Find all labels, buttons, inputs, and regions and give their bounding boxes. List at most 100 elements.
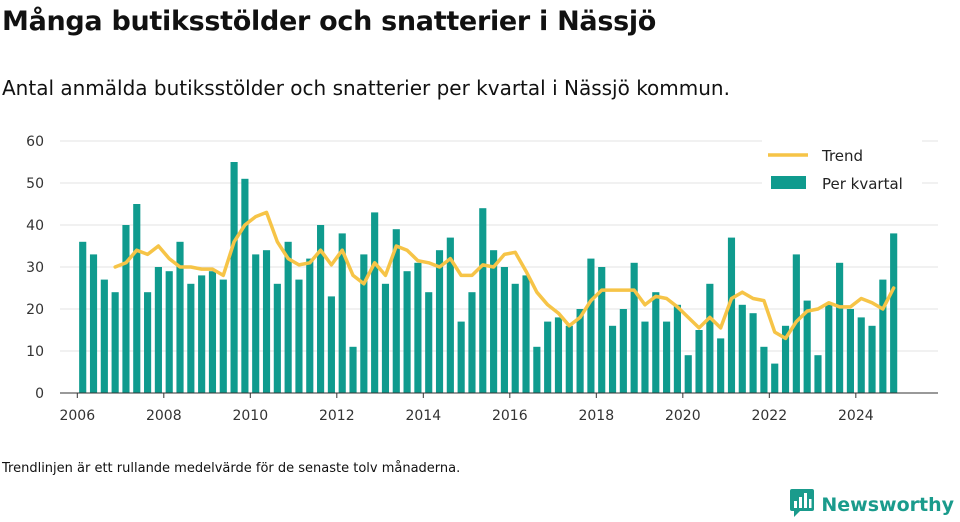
bar (262, 250, 271, 393)
bar (252, 254, 260, 393)
chart-subtitle: Antal anmälda butiksstölder och snatteri… (2, 76, 730, 100)
y-tick-label: 30 (26, 260, 44, 276)
bar (706, 283, 714, 393)
bar (608, 325, 617, 393)
bar (771, 363, 779, 393)
x-tick-label: 2020 (665, 408, 701, 424)
bar (836, 262, 844, 393)
bar (446, 237, 454, 393)
bar (392, 229, 400, 393)
bar (371, 212, 379, 393)
bar (187, 283, 195, 393)
y-axis-ticks: 0 10 20 30 40 50 60 (26, 134, 44, 402)
bar (317, 225, 325, 393)
y-tick-label: 20 (26, 302, 44, 318)
bar (879, 279, 887, 393)
bar (176, 241, 184, 393)
bar (338, 233, 346, 393)
bar (544, 321, 552, 393)
x-tick-label: 2016 (492, 408, 528, 424)
bar (846, 309, 854, 393)
bar (79, 241, 87, 393)
bar-series (79, 162, 898, 393)
newsworthy-logo-icon (789, 488, 815, 522)
bar (565, 325, 573, 393)
bar (457, 321, 465, 393)
bar (890, 233, 898, 393)
brand-logo[interactable]: Newsworthy (789, 488, 954, 522)
bar (554, 317, 563, 393)
x-tick-label: 2022 (751, 408, 787, 424)
bar (468, 292, 476, 393)
bar (273, 283, 281, 393)
y-tick-label: 0 (35, 386, 44, 402)
x-tick-label: 2024 (838, 408, 874, 424)
bar (738, 304, 746, 393)
bar (144, 292, 152, 393)
x-tick-label: 2008 (146, 408, 182, 424)
bar (522, 275, 530, 393)
bar (154, 267, 162, 393)
bar (89, 254, 98, 393)
bar (111, 292, 119, 393)
bar (219, 279, 227, 393)
bar (825, 304, 833, 393)
bar (208, 271, 217, 393)
bar (803, 300, 811, 393)
bar (230, 162, 238, 393)
bar (435, 250, 444, 393)
bar (641, 321, 649, 393)
legend-bar-swatch (771, 176, 806, 189)
x-tick-label: 2010 (232, 408, 268, 424)
bar (814, 355, 822, 393)
bar (284, 241, 292, 393)
bar (327, 296, 335, 393)
bar (381, 283, 390, 393)
y-tick-label: 50 (26, 176, 44, 192)
bar (349, 346, 357, 393)
bar (749, 313, 757, 393)
x-axis: 2006 2008 2010 2012 2014 2016 2018 2020 2022 2024 (59, 392, 938, 424)
bar (414, 262, 422, 393)
bar (122, 225, 130, 393)
bar (100, 279, 108, 393)
y-tick-label: 60 (26, 134, 44, 150)
bar (133, 204, 141, 393)
bar (500, 267, 508, 393)
bar (490, 250, 498, 393)
bar (630, 262, 638, 393)
bar (619, 309, 627, 393)
bar (598, 267, 606, 393)
bar (673, 304, 681, 393)
legend-bar-label: Per kvartal (822, 175, 903, 193)
bar (295, 279, 303, 393)
x-tick-label: 2012 (319, 408, 355, 424)
bar (533, 346, 541, 393)
bar (587, 258, 595, 393)
bar (198, 275, 206, 393)
x-tick-label: 2014 (405, 408, 441, 424)
bar (663, 321, 671, 393)
bar (479, 208, 487, 393)
bar (241, 178, 249, 393)
bar (652, 292, 660, 393)
bar (306, 258, 314, 393)
bar (868, 325, 876, 393)
trend-line (113, 210, 896, 341)
bar (760, 346, 768, 393)
legend: Trend Per kvartal (762, 140, 922, 200)
bar (165, 271, 173, 393)
chart-title: Många butiksstölder och snatterier i Näs… (2, 6, 657, 37)
x-tick-label: 2018 (578, 408, 614, 424)
x-tick-label: 2006 (59, 408, 95, 424)
bar (857, 317, 865, 393)
bar (727, 237, 736, 393)
bar (781, 325, 790, 393)
trend-series (113, 210, 896, 341)
legend-trend-label: Trend (821, 147, 863, 165)
brand-name: Newsworthy (821, 494, 954, 516)
bar (695, 330, 703, 393)
bar (403, 271, 411, 393)
bar (425, 292, 433, 393)
